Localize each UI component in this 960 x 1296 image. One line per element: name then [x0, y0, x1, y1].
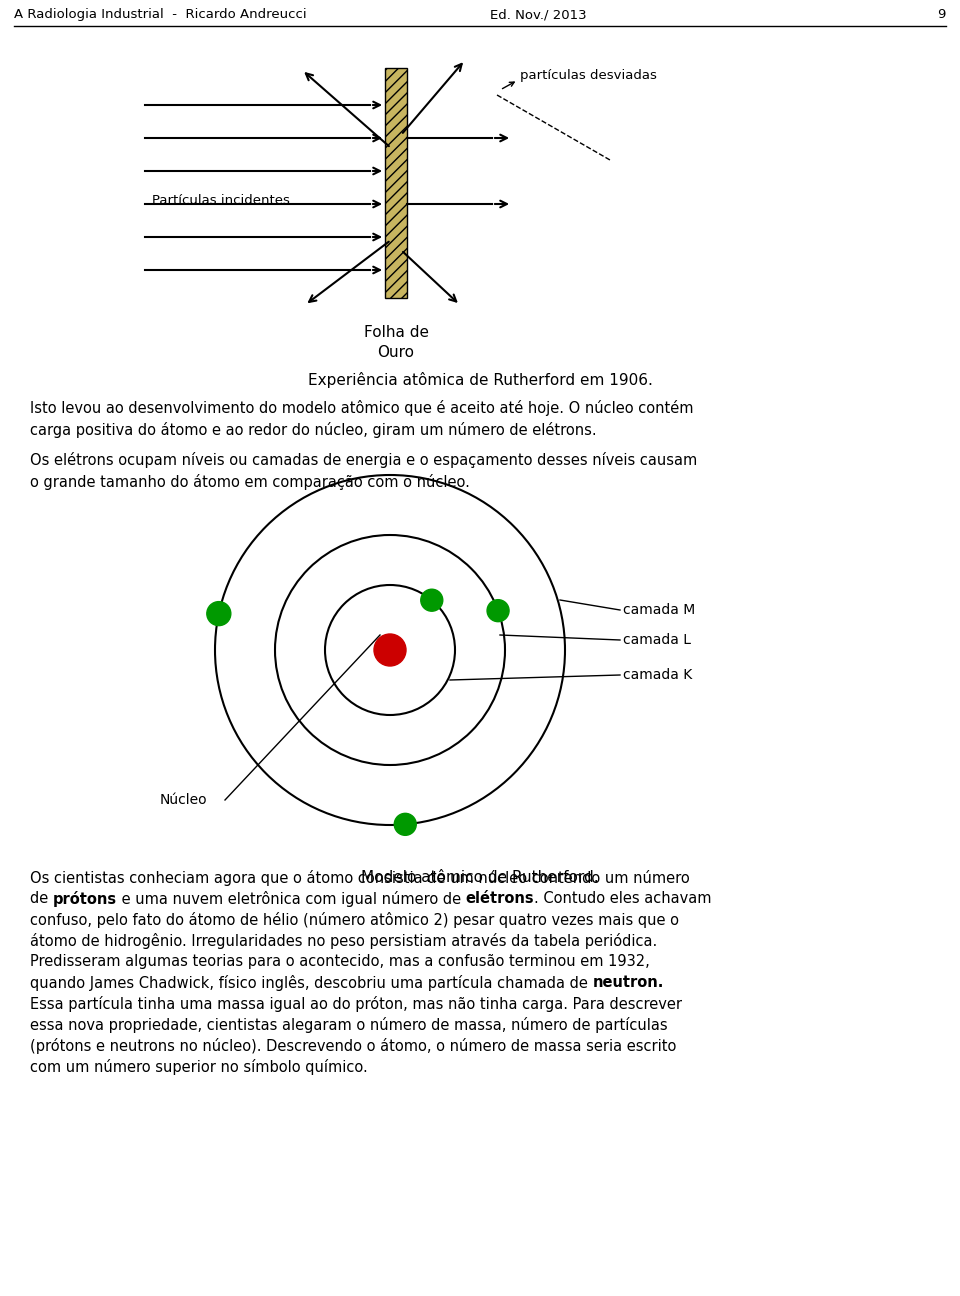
Text: com um número superior no símbolo químico.: com um número superior no símbolo químic… — [30, 1059, 368, 1074]
Circle shape — [374, 634, 406, 666]
Text: camada M: camada M — [623, 603, 695, 617]
Text: Núcleo: Núcleo — [160, 793, 207, 807]
Text: Ed. Nov./ 2013: Ed. Nov./ 2013 — [490, 8, 587, 21]
Text: . Contudo eles achavam: . Contudo eles achavam — [535, 892, 712, 906]
Text: confuso, pelo fato do átomo de hélio (número atômico 2) pesar quatro vezes mais : confuso, pelo fato do átomo de hélio (nú… — [30, 912, 679, 928]
Text: Folha de
Ouro: Folha de Ouro — [364, 325, 428, 360]
Text: átomo de hidrogênio. Irregularidades no peso persistiam através da tabela periód: átomo de hidrogênio. Irregularidades no … — [30, 933, 658, 949]
Text: Os elétrons ocupam níveis ou camadas de energia e o espaçamento desses níveis ca: Os elétrons ocupam níveis ou camadas de … — [30, 452, 697, 490]
Text: elétrons: elétrons — [466, 892, 535, 906]
Circle shape — [395, 814, 417, 836]
Text: partículas desviadas: partículas desviadas — [520, 70, 657, 83]
Text: prótons: prótons — [53, 892, 117, 907]
Text: quando James Chadwick, físico inglês, descobriu uma partícula chamada de: quando James Chadwick, físico inglês, de… — [30, 975, 592, 991]
Circle shape — [420, 590, 443, 612]
Text: Os cientistas conheciam agora que o átomo consistia de um núcleo contendo um núm: Os cientistas conheciam agora que o átom… — [30, 870, 689, 886]
Text: neutron.: neutron. — [592, 975, 664, 990]
Text: e uma nuvem eletrônica com igual número de: e uma nuvem eletrônica com igual número … — [117, 892, 466, 907]
Text: 9: 9 — [938, 8, 946, 21]
Text: Partículas incidentes: Partículas incidentes — [152, 193, 290, 206]
Text: Isto levou ao desenvolvimento do modelo atômico que é aceito até hoje. O núcleo : Isto levou ao desenvolvimento do modelo … — [30, 400, 693, 438]
Text: Essa partícula tinha uma massa igual ao do próton, mas não tinha carga. Para des: Essa partícula tinha uma massa igual ao … — [30, 997, 682, 1012]
Text: camada L: camada L — [623, 632, 691, 647]
Text: A Radiologia Industrial  -  Ricardo Andreucci: A Radiologia Industrial - Ricardo Andreu… — [14, 8, 306, 21]
Text: Experiência atômica de Rutherford em 1906.: Experiência atômica de Rutherford em 190… — [307, 372, 653, 388]
Text: de: de — [30, 892, 53, 906]
Bar — [385, 67, 407, 298]
Circle shape — [206, 601, 230, 626]
Text: essa nova propriedade, cientistas alegaram o número de massa, número de partícul: essa nova propriedade, cientistas alegar… — [30, 1017, 667, 1033]
Circle shape — [487, 600, 509, 622]
Text: Predisseram algumas teorias para o acontecido, mas a confusão terminou em 1932,: Predisseram algumas teorias para o acont… — [30, 954, 650, 969]
Text: camada K: camada K — [623, 667, 692, 682]
Text: Modelo atômico de Rutherford.: Modelo atômico de Rutherford. — [361, 870, 599, 885]
Text: (prótons e neutrons no núcleo). Descrevendo o átomo, o número de massa seria esc: (prótons e neutrons no núcleo). Descreve… — [30, 1038, 677, 1054]
